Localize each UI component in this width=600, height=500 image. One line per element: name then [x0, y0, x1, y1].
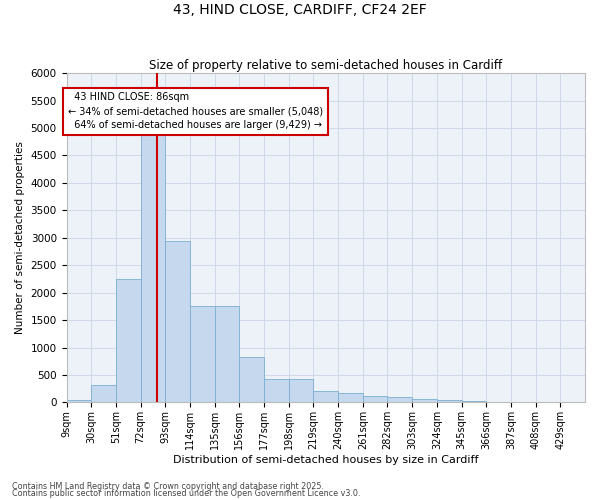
Bar [388, 397, 412, 402]
Bar [116, 279, 140, 402]
Title: Size of property relative to semi-detached houses in Cardiff: Size of property relative to semi-detach… [149, 59, 502, 72]
Bar [289, 380, 313, 402]
Bar [140, 128, 165, 402]
Text: 43 HIND CLOSE: 86sqm
← 34% of semi-detached houses are smaller (5,048)
  64% of : 43 HIND CLOSE: 86sqm ← 34% of semi-detac… [68, 92, 323, 130]
Bar [338, 394, 363, 402]
Bar [437, 400, 461, 402]
Bar [67, 400, 91, 402]
Bar [461, 401, 486, 402]
Bar [215, 306, 239, 402]
Bar [264, 380, 289, 402]
Bar [190, 306, 215, 402]
Text: Contains public sector information licensed under the Open Government Licence v3: Contains public sector information licen… [12, 489, 361, 498]
Bar [313, 392, 338, 402]
Bar [412, 399, 437, 402]
Bar [363, 396, 388, 402]
Y-axis label: Number of semi-detached properties: Number of semi-detached properties [15, 142, 25, 334]
Bar [165, 240, 190, 402]
X-axis label: Distribution of semi-detached houses by size in Cardiff: Distribution of semi-detached houses by … [173, 455, 479, 465]
Text: 43, HIND CLOSE, CARDIFF, CF24 2EF: 43, HIND CLOSE, CARDIFF, CF24 2EF [173, 2, 427, 16]
Text: Contains HM Land Registry data © Crown copyright and database right 2025.: Contains HM Land Registry data © Crown c… [12, 482, 324, 491]
Bar [91, 386, 116, 402]
Bar [239, 358, 264, 403]
